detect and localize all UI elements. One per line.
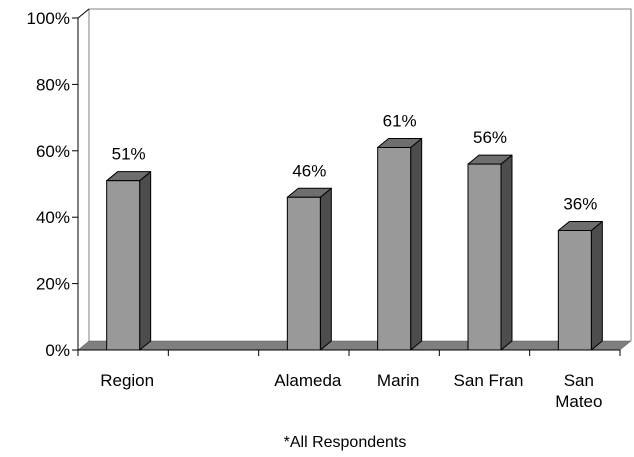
data-label: 36% bbox=[563, 194, 597, 213]
bar-side bbox=[410, 137, 423, 351]
y-tick-label: 40% bbox=[36, 208, 70, 227]
x-category-label: Alameda bbox=[274, 371, 342, 390]
y-tick-label: 80% bbox=[36, 75, 70, 94]
bar bbox=[467, 163, 502, 351]
chart-walls bbox=[77, 8, 632, 351]
chart-axes bbox=[72, 8, 621, 356]
x-category-label: San bbox=[564, 371, 594, 390]
bar bbox=[377, 146, 412, 351]
bar bbox=[106, 180, 141, 351]
data-label: 56% bbox=[473, 128, 507, 147]
back-wall bbox=[88, 8, 632, 341]
chart-bars bbox=[106, 137, 603, 351]
bar-side bbox=[590, 220, 603, 351]
y-axis-depth bbox=[77, 8, 90, 19]
data-label: 51% bbox=[112, 145, 146, 164]
chart-labels: 0% 20% 40% 60% 80% 100% 51% Region 46% Alameda 61%… bbox=[27, 9, 603, 411]
data-label: 46% bbox=[292, 161, 326, 180]
y-tick-label: 100% bbox=[27, 9, 70, 28]
chart-floor bbox=[77, 340, 632, 351]
bar bbox=[557, 229, 592, 351]
y-tick-label: 20% bbox=[36, 275, 70, 294]
x-category-label: Region bbox=[100, 371, 154, 390]
y-tick-label: 60% bbox=[36, 142, 70, 161]
data-label: 61% bbox=[383, 111, 417, 130]
x-category-label: Marin bbox=[377, 371, 420, 390]
bar-side bbox=[319, 187, 332, 351]
x-category-label: San Fran bbox=[454, 371, 524, 390]
bar-side bbox=[500, 154, 513, 351]
chart-footnote: *All Respondents bbox=[284, 434, 407, 451]
bar-side bbox=[139, 171, 152, 351]
x-category-label: Mateo bbox=[555, 392, 602, 411]
y-tick-label: 0% bbox=[45, 341, 70, 360]
bar bbox=[286, 196, 321, 351]
